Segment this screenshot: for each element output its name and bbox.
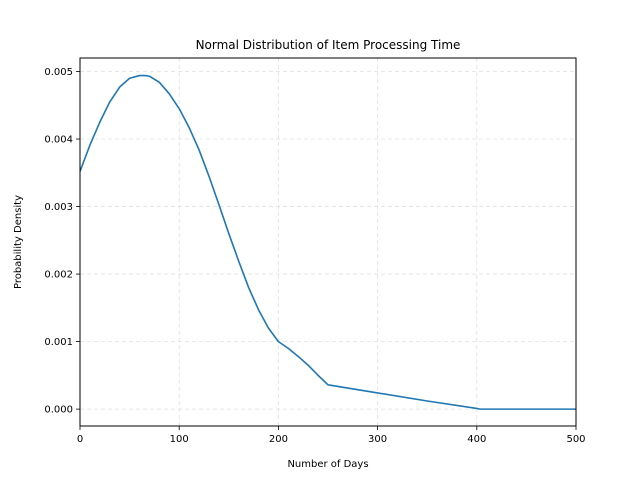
y-tick-label: 0.000 [44,405,73,416]
x-tick-label: 100 [170,434,189,445]
y-tick-label: 0.005 [44,67,73,78]
y-tick-label: 0.002 [44,270,73,281]
ticks: 0 100 200 300 400 500 0.000 0.001 0.002 0.003 0.00… [44,67,585,445]
x-tick-label: 300 [368,434,387,445]
x-tick-label: 0 [77,434,83,445]
x-tick-label: 200 [269,434,288,445]
plot-frame [79,57,577,427]
y-tick-label: 0.001 [44,337,73,348]
line-layer [79,74,576,410]
x-tick-label: 400 [467,434,486,445]
series-line-0 [79,74,576,410]
chart-title: Normal Distribution of Item Processing T… [196,38,461,52]
y-axis-label: Probability Density [13,195,24,289]
y-tick-label: 0.003 [44,202,73,213]
x-tick-label: 500 [566,434,585,445]
x-axis-label: Number of Days [287,459,368,470]
y-tick-label: 0.004 [44,135,73,146]
